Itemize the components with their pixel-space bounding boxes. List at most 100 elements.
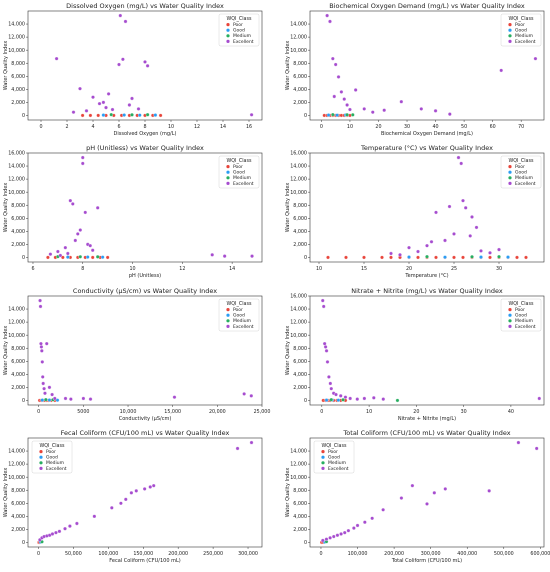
point-excellent: [81, 396, 86, 401]
point-excellent: [338, 394, 343, 398]
point-excellent: [381, 507, 385, 512]
chart-title: Dissolved Oxygen (mg/L) vs Water Quality…: [66, 2, 224, 10]
y-tick-label: 8,000: [293, 203, 307, 209]
point-poor: [524, 255, 528, 260]
legend-marker-good: [321, 455, 325, 459]
point-medium: [395, 398, 400, 403]
x-tick-label: 200,000: [384, 551, 404, 557]
point-excellent: [222, 254, 227, 258]
point-excellent: [83, 210, 88, 215]
x-axis-label: Total Coliform (CFU/100 mL): [391, 558, 462, 564]
legend-title: WQI_Class: [227, 16, 252, 22]
x-tick-label: 5000: [77, 409, 89, 415]
point-excellent: [84, 109, 89, 113]
point-good: [324, 398, 329, 402]
x-tick-label: 16: [246, 124, 252, 130]
point-excellent: [110, 107, 115, 112]
x-tick-label: 400,000: [457, 551, 477, 557]
point-good: [443, 255, 447, 260]
point-excellent: [38, 304, 43, 309]
y-tick-label: 2,000: [293, 527, 307, 533]
legend-label-medium: Medium: [233, 175, 251, 181]
chart-panel-6: Nitrate + Nitrite (mg/L) vs Water Qualit…: [285, 287, 545, 422]
point-excellent: [330, 56, 335, 61]
point-excellent: [328, 381, 333, 386]
y-tick-label: 12,000: [290, 177, 307, 183]
y-axis-label: Water Quality Index: [3, 183, 9, 233]
point-excellent: [136, 107, 141, 111]
point-excellent: [327, 375, 331, 379]
y-tick-label: 10,000: [290, 475, 307, 481]
point-medium: [109, 112, 114, 117]
legend-label-excellent: Excellent: [233, 324, 254, 330]
point-excellent: [142, 487, 147, 491]
x-tick-label: 10: [129, 266, 135, 272]
y-tick-label: 14,000: [290, 22, 307, 28]
x-axis-label: Nitrate + Nitrite (mg/L): [398, 416, 456, 422]
legend-box: [218, 298, 260, 332]
legend-marker-medium: [39, 461, 43, 465]
point-excellent: [339, 90, 344, 94]
chart-title: Nitrate + Nitrite (mg/L) vs Water Qualit…: [351, 287, 503, 295]
y-tick-label: 8,000: [293, 346, 307, 352]
point-excellent: [78, 228, 83, 232]
chart-panel-8: Total Coliform (CFU/100 mL) vs Water Qua…: [285, 429, 550, 564]
legend-label-poor: Poor: [233, 307, 243, 313]
legend-marker-excellent: [226, 324, 230, 328]
y-tick-label: 16,000: [8, 151, 25, 157]
legend-box: [500, 298, 542, 332]
point-excellent: [58, 253, 63, 258]
legend-label-medium: Medium: [515, 33, 533, 39]
x-tick-label: 0: [37, 551, 40, 557]
point-excellent: [470, 215, 474, 219]
point-excellent: [39, 341, 43, 346]
x-tick-label: 50: [461, 124, 467, 130]
legend-label-excellent: Excellent: [46, 466, 67, 472]
point-excellent: [381, 397, 386, 401]
point-excellent: [463, 205, 468, 210]
point-poor: [88, 113, 93, 118]
x-tick-label: 8: [143, 124, 146, 130]
point-excellent: [41, 381, 46, 386]
legend-label-good: Good: [233, 170, 245, 176]
x-tick-label: 300,000: [238, 551, 258, 557]
point-good: [506, 255, 510, 259]
legend-marker-good: [226, 313, 230, 317]
point-excellent: [432, 490, 437, 495]
point-excellent: [242, 392, 246, 396]
point-excellent: [479, 249, 483, 253]
point-excellent: [92, 514, 97, 519]
legend-title: WQI_Class: [509, 16, 534, 22]
x-tick-label: 20: [413, 409, 419, 415]
x-tick-label: 100,000: [348, 551, 368, 557]
legend-label-good: Good: [233, 28, 245, 34]
y-tick-label: 0: [304, 113, 307, 119]
x-tick-label: 40: [433, 124, 439, 130]
plot-frame: [309, 152, 545, 263]
point-poor: [90, 255, 95, 260]
y-tick-label: 14,000: [8, 449, 25, 455]
legend-marker-good: [226, 28, 230, 32]
point-excellent: [69, 397, 73, 401]
x-tick-label: 0: [39, 124, 42, 130]
x-axis-label: Temperature (°C): [404, 273, 448, 279]
point-good: [47, 398, 52, 402]
point-excellent: [54, 530, 58, 535]
y-tick-label: 0: [304, 540, 307, 546]
y-tick-label: 6,000: [11, 74, 25, 80]
point-excellent: [407, 245, 411, 250]
legend-label-poor: Poor: [233, 164, 243, 170]
point-excellent: [322, 341, 327, 346]
x-tick-label: 250,000: [203, 551, 223, 557]
y-tick-label: 2,000: [293, 100, 307, 106]
point-poor: [105, 255, 110, 260]
y-tick-label: 0: [304, 398, 307, 404]
y-tick-label: 2,000: [293, 385, 307, 391]
plot-frame: [309, 295, 545, 406]
x-tick-label: 600,000: [530, 551, 550, 557]
x-tick-label: 200,000: [168, 551, 188, 557]
point-excellent: [534, 446, 539, 451]
point-poor: [80, 113, 85, 118]
